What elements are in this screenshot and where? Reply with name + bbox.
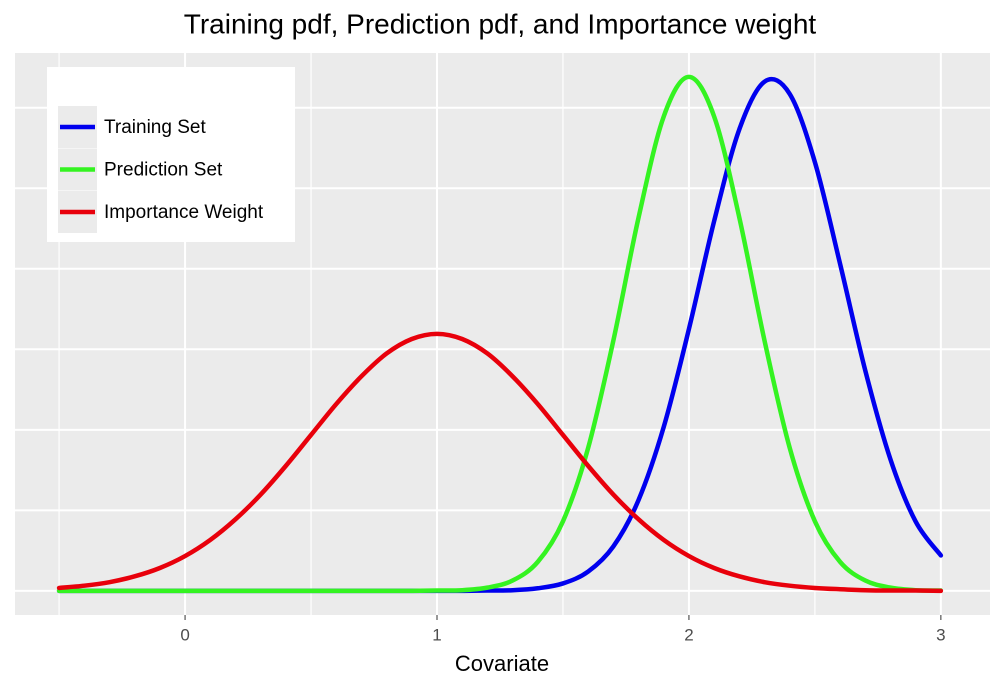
series-line: [56, 74, 944, 594]
legend-label: Prediction Set: [104, 160, 223, 181]
x-tick-label: 2: [684, 625, 693, 644]
legend-label: Training Set: [104, 117, 206, 138]
x-axis-label: Covariate: [455, 651, 549, 676]
legend-label: Importance Weight: [104, 202, 264, 223]
legend: Training Set Prediction Set Importance Wei…: [47, 67, 295, 242]
x-tick-label: 3: [936, 625, 945, 644]
axes: 0 1 2 3: [180, 615, 946, 644]
x-tick-label: 0: [180, 625, 189, 644]
chart-title: Training pdf, Prediction pdf, and Import…: [184, 8, 817, 39]
lines: [56, 74, 944, 594]
x-tick-label: 1: [432, 625, 441, 644]
series-line: [56, 331, 944, 594]
